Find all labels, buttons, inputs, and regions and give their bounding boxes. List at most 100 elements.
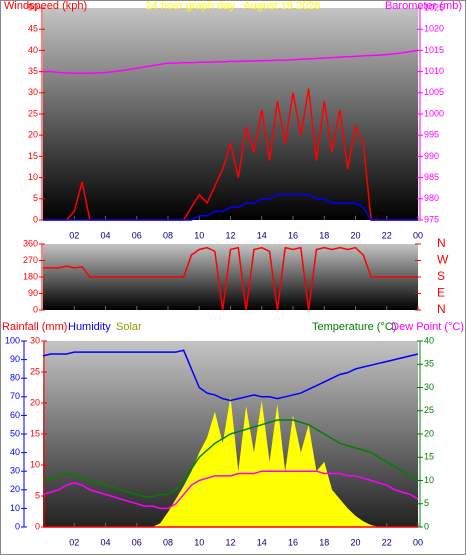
y-tick-label: S <box>437 269 445 283</box>
y-tick-label: 10 <box>30 459 40 469</box>
header-label: Barometer (mb) <box>385 0 462 12</box>
x-tick-label: 10 <box>194 230 204 240</box>
y-tick-label: W <box>437 253 449 267</box>
x-tick-label: 06 <box>132 230 142 240</box>
x-tick-label: 14 <box>257 537 267 547</box>
x-tick-label: 10 <box>194 537 204 547</box>
x-tick-label: 18 <box>319 230 329 240</box>
y-tick-label: 50 <box>10 428 20 438</box>
y-tick-label: 20 <box>28 130 38 140</box>
y-tick-label: 0 <box>424 521 429 531</box>
y-tick-label: E <box>437 286 445 300</box>
x-tick-label: 12 <box>225 230 235 240</box>
y-tick-label: 5 <box>424 498 429 508</box>
y-tick-label: 1005 <box>424 87 444 97</box>
x-tick-label: 16 <box>288 230 298 240</box>
y-tick-label: 980 <box>424 193 439 203</box>
y-tick-label: 5 <box>33 193 38 203</box>
header-label: 24 hour graph day August 19 2026 <box>146 0 321 12</box>
x-tick-label: 14 <box>257 230 267 240</box>
y-tick-label: 995 <box>424 130 439 140</box>
y-tick-label: 0 <box>33 304 38 314</box>
y-tick-label: 100 <box>5 335 20 345</box>
y-tick-label: 30 <box>28 87 38 97</box>
y-tick-label: 10 <box>10 503 20 513</box>
y-tick-label: 270 <box>23 255 38 265</box>
x-tick-label: 06 <box>132 537 142 547</box>
y-tick-label: 40 <box>424 335 434 345</box>
y-tick-label: 25 <box>28 108 38 118</box>
x-tick-label: 04 <box>100 230 110 240</box>
y-tick-label: 1020 <box>424 24 444 34</box>
x-tick-label: 02 <box>69 537 79 547</box>
x-tick-label: 18 <box>319 537 329 547</box>
y-tick-label: 60 <box>10 410 20 420</box>
y-tick-label: 25 <box>424 405 434 415</box>
y-tick-label: 5 <box>35 490 40 500</box>
y-tick-label: 35 <box>424 359 434 369</box>
y-tick-label: 975 <box>424 214 439 224</box>
y-tick-label: 990 <box>424 151 439 161</box>
header-label: Temperature (°C) <box>312 321 396 333</box>
x-tick-label: 20 <box>350 537 360 547</box>
y-tick-label: 1010 <box>424 66 444 76</box>
y-tick-label: 80 <box>10 373 20 383</box>
x-tick-label: 00 <box>413 230 423 240</box>
y-tick-label: 90 <box>28 288 38 298</box>
line <box>43 193 418 221</box>
y-tick-label: 15 <box>28 151 38 161</box>
y-tick-label: 20 <box>30 397 40 407</box>
y-tick-label: 30 <box>10 466 20 476</box>
line <box>42 349 419 402</box>
line <box>42 470 419 510</box>
y-tick-label: 40 <box>28 45 38 55</box>
line <box>43 246 418 311</box>
header-label: Rainfall (mm) <box>2 321 67 333</box>
y-tick-label: 15 <box>424 452 434 462</box>
y-tick-label: 30 <box>424 382 434 392</box>
y-tick-label: 45 <box>28 24 38 34</box>
header-label: Humidity <box>68 321 111 333</box>
y-tick-label: 1000 <box>424 108 444 118</box>
y-tick-label: 10 <box>28 172 38 182</box>
x-tick-label: 22 <box>382 537 392 547</box>
line <box>42 419 419 498</box>
y-tick-label: 1015 <box>424 45 444 55</box>
x-tick-label: 20 <box>350 230 360 240</box>
y-tick-label: 1025 <box>424 2 444 12</box>
y-tick-label: 25 <box>30 366 40 376</box>
y-tick-label: 35 <box>28 66 38 76</box>
x-tick-label: 22 <box>382 230 392 240</box>
x-tick-label: 12 <box>225 537 235 547</box>
y-tick-label: 10 <box>424 475 434 485</box>
header-label: Solar <box>116 321 142 333</box>
x-tick-label: 08 <box>163 537 173 547</box>
plot-background <box>43 8 418 220</box>
line <box>43 49 419 75</box>
y-tick-label: 360 <box>23 238 38 248</box>
y-tick-label: 0 <box>35 521 40 531</box>
y-tick-label: 40 <box>10 447 20 457</box>
y-tick-label: 70 <box>10 391 20 401</box>
x-tick-label: 02 <box>69 230 79 240</box>
y-tick-label: 985 <box>424 172 439 182</box>
x-tick-label: 04 <box>100 537 110 547</box>
y-tick-label: 0 <box>15 521 20 531</box>
area <box>43 396 418 527</box>
header-label: Dew Point (°C) <box>391 321 464 333</box>
y-tick-label: 90 <box>10 354 20 364</box>
x-tick-label: 00 <box>413 537 423 547</box>
y-tick-label: 180 <box>23 271 38 281</box>
y-tick-label: 50 <box>28 2 38 12</box>
x-tick-label: 08 <box>163 230 173 240</box>
y-tick-label: 20 <box>10 484 20 494</box>
y-tick-label: 20 <box>424 428 434 438</box>
x-tick-label: 16 <box>288 537 298 547</box>
y-tick-label: 15 <box>30 428 40 438</box>
y-tick-label: 30 <box>30 335 40 345</box>
header-label: Windspeed (kph) <box>4 0 87 12</box>
y-tick-label: N <box>437 236 446 250</box>
y-tick-label: 0 <box>33 214 38 224</box>
y-tick-label: N <box>437 302 446 316</box>
